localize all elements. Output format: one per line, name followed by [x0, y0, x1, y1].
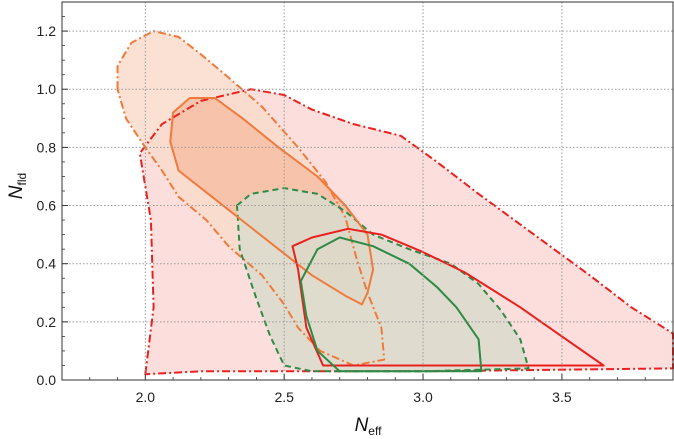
x-axis-label: Neff: [355, 415, 383, 438]
contour-line-0: [138, 88, 674, 376]
y-tick-label-4: 0.8: [37, 139, 57, 155]
contour-line-3: [169, 97, 375, 306]
contour-line-5: [299, 236, 483, 373]
y-tick-label-5: 1.0: [37, 81, 57, 97]
x-axis-label-main: N: [355, 415, 369, 436]
y-axis-label: Nfld: [6, 173, 29, 199]
x-tick-label-1: 2.5: [274, 389, 294, 405]
plot-area: 2.0 2.5 3.0 3.5 0.0 0.2 0.4 0.6 0.8 1.0 1.2: [37, 1, 674, 405]
y-tick-label-0: 0.0: [37, 372, 57, 388]
contour-line-2: [116, 30, 386, 367]
y-tick-label-2: 0.4: [37, 256, 57, 272]
x-tick-label-0: 2.0: [136, 389, 156, 405]
y-axis-label-sub: fld: [15, 173, 29, 186]
y-tick-label-3: 0.6: [37, 198, 57, 214]
axis-labels: Neff Nfld: [6, 173, 382, 438]
x-axis-label-sub: eff: [368, 424, 382, 438]
contour-line-4: [236, 187, 530, 373]
y-tick-label-1: 0.2: [37, 314, 57, 330]
y-axis-label-main: N: [6, 185, 27, 199]
x-tick-label-3: 3.5: [552, 389, 572, 405]
contour-line-1: [291, 227, 605, 367]
y-tick-label-6: 1.2: [37, 23, 57, 39]
x-tick-label-2: 3.0: [413, 389, 433, 405]
